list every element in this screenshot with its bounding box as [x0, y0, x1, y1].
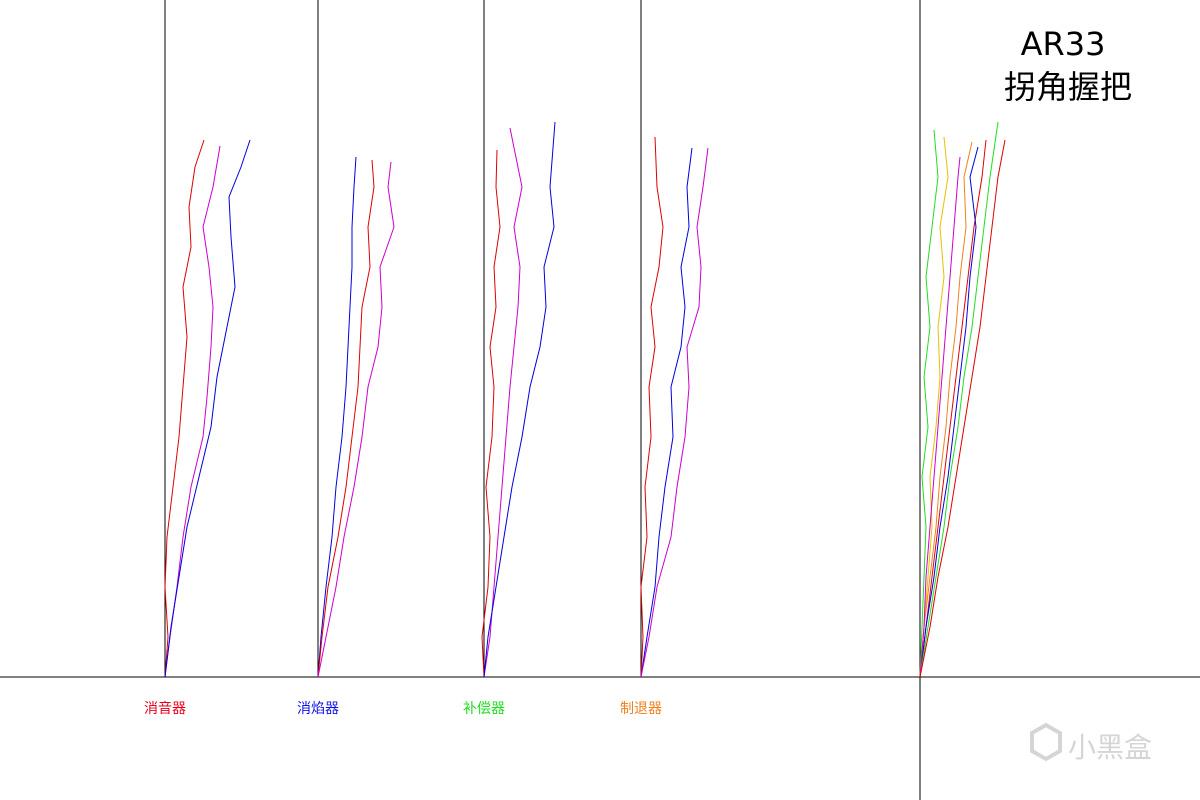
attachment-label: 消音器	[144, 700, 186, 717]
recoil-trace	[919, 156, 961, 678]
attachment-label: 补偿器	[463, 701, 505, 717]
recoil-trace	[481, 149, 501, 678]
watermark-icon	[1030, 722, 1062, 762]
chart-title: AR33	[1021, 25, 1106, 63]
recoil-trace	[919, 141, 973, 678]
recoil-trace	[164, 139, 205, 678]
recoil-trace	[640, 136, 664, 678]
recoil-trace	[919, 121, 999, 678]
chart-subtitle: 拐角握把	[1004, 68, 1132, 106]
recoil-trace	[640, 147, 693, 678]
recoil-trace	[164, 139, 251, 678]
recoil-trace	[317, 156, 357, 678]
recoil-trace	[164, 145, 221, 678]
recoil-trace	[483, 121, 556, 678]
watermark: 小黑盒	[1030, 722, 1152, 764]
recoil-trace	[317, 159, 375, 678]
watermark-text: 小黑盒	[1068, 731, 1152, 764]
recoil-trace	[640, 147, 709, 678]
recoil-trace	[919, 146, 979, 678]
recoil-trace	[919, 136, 949, 678]
recoil-trace	[919, 139, 1006, 678]
attachment-label: 制退器	[620, 701, 662, 717]
attachment-label: 消焰器	[297, 701, 339, 717]
recoil-trace	[919, 139, 987, 678]
recoil-trace	[919, 129, 939, 678]
recoil-trace	[317, 161, 395, 678]
recoil-trace	[483, 127, 523, 678]
